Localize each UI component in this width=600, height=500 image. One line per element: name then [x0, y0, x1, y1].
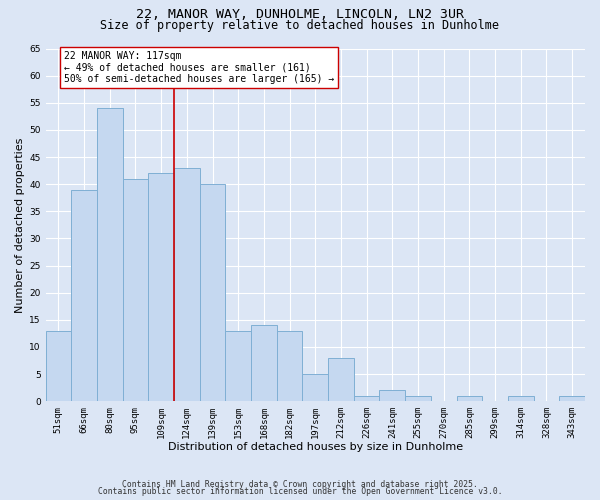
Bar: [122, 178, 148, 401]
Bar: [148, 174, 174, 401]
Text: Contains HM Land Registry data © Crown copyright and database right 2025.: Contains HM Land Registry data © Crown c…: [122, 480, 478, 489]
Bar: [71, 190, 97, 401]
Bar: [46, 330, 71, 401]
Bar: [251, 326, 277, 401]
Bar: [328, 358, 354, 401]
Bar: [302, 374, 328, 401]
Bar: [457, 396, 482, 401]
Bar: [508, 396, 533, 401]
Text: Size of property relative to detached houses in Dunholme: Size of property relative to detached ho…: [101, 18, 499, 32]
Text: Contains public sector information licensed under the Open Government Licence v3: Contains public sector information licen…: [98, 487, 502, 496]
Text: 22 MANOR WAY: 117sqm
← 49% of detached houses are smaller (161)
50% of semi-deta: 22 MANOR WAY: 117sqm ← 49% of detached h…: [64, 51, 334, 84]
Text: 22, MANOR WAY, DUNHOLME, LINCOLN, LN2 3UR: 22, MANOR WAY, DUNHOLME, LINCOLN, LN2 3U…: [136, 8, 464, 21]
Bar: [226, 330, 251, 401]
Bar: [174, 168, 200, 401]
Bar: [200, 184, 226, 401]
Bar: [354, 396, 379, 401]
Bar: [97, 108, 122, 401]
Bar: [405, 396, 431, 401]
Bar: [379, 390, 405, 401]
Bar: [559, 396, 585, 401]
Bar: [277, 330, 302, 401]
Y-axis label: Number of detached properties: Number of detached properties: [15, 137, 25, 312]
X-axis label: Distribution of detached houses by size in Dunholme: Distribution of detached houses by size …: [168, 442, 463, 452]
